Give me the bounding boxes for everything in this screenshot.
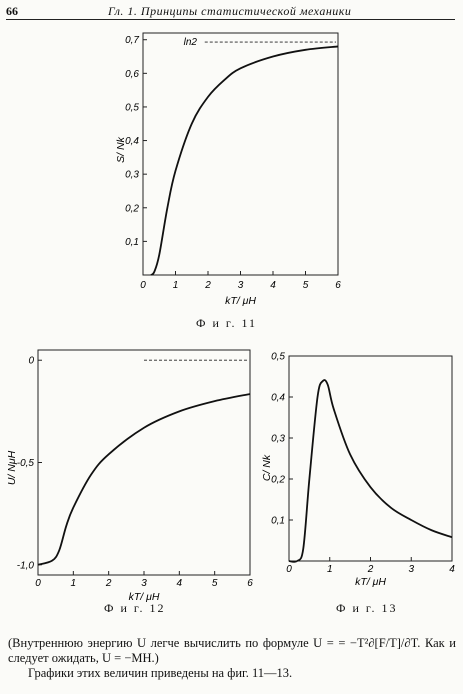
y-axis-label: S/ Nk — [115, 136, 127, 162]
data-curve — [37, 393, 251, 566]
data-curve — [150, 45, 339, 276]
y-tick-label: 0,7 — [125, 35, 139, 46]
body-text-line1: (Внутреннюю энергию U легче вычислить по… — [8, 636, 456, 665]
y-tick-label: 0,1 — [125, 237, 139, 248]
x-tick-label: 3 — [141, 578, 147, 589]
y-tick-label: 0,2 — [125, 203, 139, 214]
x-tick-label: 4 — [177, 578, 183, 589]
y-tick-label: 0,5 — [271, 352, 285, 363]
x-tick-label: 3 — [238, 280, 244, 291]
page-number: 66 — [6, 4, 18, 18]
x-tick-label: 0 — [35, 578, 41, 589]
x-axis-label: kT/ μH — [129, 591, 160, 603]
y-tick-label: 0,4 — [125, 136, 139, 147]
x-tick-label: 6 — [335, 280, 341, 291]
x-tick-label: 5 — [212, 578, 218, 589]
x-tick-label: 0 — [140, 280, 146, 291]
x-tick-label: 4 — [270, 280, 276, 291]
x-tick-label: 2 — [367, 564, 374, 575]
y-tick-label: 0,3 — [125, 170, 139, 181]
x-tick-label: 5 — [303, 280, 309, 291]
figure-13-caption: Ф и г. 13 — [336, 601, 398, 615]
data-curve — [288, 379, 453, 563]
x-tick-label: 3 — [408, 564, 414, 575]
plot-frame — [288, 355, 453, 562]
x-axis-label: kT/ μH — [225, 295, 256, 307]
running-title: Гл. 1. Принципы статистической механики — [108, 4, 352, 18]
page-header: 66 Гл. 1. Принципы статистической механи… — [0, 4, 463, 20]
x-tick-label: 0 — [286, 564, 292, 575]
y-tick-label: 0,1 — [271, 516, 285, 527]
y-tick-label: 0 — [28, 356, 34, 367]
body-text: (Внутреннюю энергию U легче вычислить по… — [8, 636, 456, 681]
x-tick-label: 1 — [327, 564, 333, 575]
y-tick-label: -1,0 — [17, 560, 35, 571]
x-tick-label: 2 — [204, 280, 211, 291]
body-text-line2: Графики этих величин приведены на фиг. 1… — [28, 666, 293, 680]
y-tick-label: 0,4 — [271, 393, 285, 404]
y-axis-label: U/ NμH — [6, 450, 18, 485]
header-rule — [6, 19, 455, 20]
x-tick-label: 1 — [71, 578, 77, 589]
y-tick-label: 0,6 — [125, 69, 139, 80]
figure-11-caption: Ф и г. 11 — [196, 316, 258, 330]
y-tick-label: -0,5 — [17, 458, 35, 469]
asymptote-label: ln2 — [184, 37, 198, 48]
y-tick-label: 0,5 — [125, 102, 139, 113]
x-tick-label: 2 — [105, 578, 112, 589]
y-tick-label: 0,3 — [271, 434, 285, 445]
figure-12-caption: Ф и г. 12 — [104, 601, 166, 615]
x-axis-label: kT/ μH — [355, 576, 386, 588]
y-axis-label: C/ Nk — [261, 454, 273, 481]
x-tick-label: 4 — [449, 564, 455, 575]
x-tick-label: 1 — [173, 280, 179, 291]
y-tick-label: 0,2 — [271, 475, 285, 486]
x-tick-label: 6 — [247, 578, 253, 589]
